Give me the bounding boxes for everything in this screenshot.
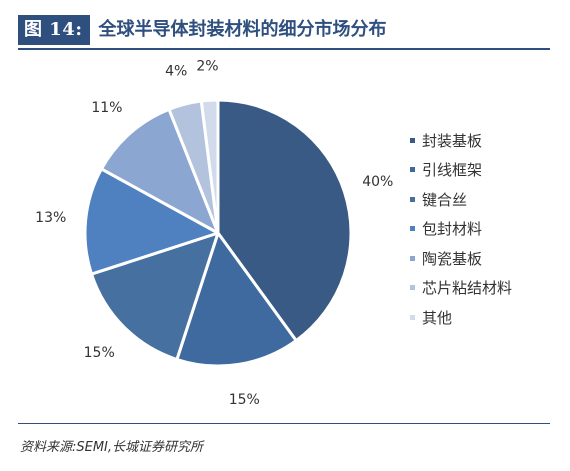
pie-value-label: 40% (362, 174, 393, 190)
pie-slice (199, 98, 220, 235)
figure-title: 全球半导体封装材料的细分市场分布 (98, 19, 387, 40)
legend-label: 键合丝 (422, 190, 468, 209)
footer-divider (18, 423, 550, 424)
source-note: 资料来源:SEMI,长城证券研究所 (20, 440, 204, 455)
figure-number-badge: 图 14: (18, 15, 91, 45)
legend-swatch (410, 285, 415, 290)
chart-legend: 封装基板引线框架键合丝包封材料陶瓷基板芯片粘结材料 其他 (410, 130, 512, 327)
legend-item: 封装基板 (410, 130, 512, 150)
legend-swatch (410, 226, 415, 231)
pie-value-labels: 40% 15% 15% 13% 11% 4% 2% (35, 58, 393, 408)
legend-swatch (410, 255, 415, 261)
pie-slice (83, 167, 220, 276)
legend-swatch (410, 196, 415, 202)
pie-value-label: 15% (84, 345, 115, 361)
legend-item: 其他 (410, 307, 512, 327)
legend-label: 封装基板 (422, 131, 483, 150)
legend-swatch (410, 167, 415, 172)
legend-item: 芯片粘结材料 (410, 278, 512, 298)
legend-item: 陶瓷基板 (410, 248, 512, 268)
pie-slice (216, 98, 353, 343)
pie-value-label: 2% (196, 58, 218, 74)
pie-value-label: 15% (229, 392, 260, 408)
legend-label: 引线框架 (422, 161, 483, 179)
legend-label: 其他 (422, 308, 453, 327)
legend-label: 芯片粘结材料 (422, 279, 513, 297)
legend-item: 键合丝 (410, 189, 512, 209)
pie-value-label: 4% (165, 63, 187, 79)
pie-slices (83, 98, 353, 368)
legend-swatch (410, 314, 415, 320)
legend-swatch (410, 137, 415, 143)
pie-value-label: 11% (91, 100, 122, 116)
legend-item: 包封材料 (410, 219, 512, 239)
pie-slice (175, 231, 298, 368)
pie-slice (99, 107, 220, 235)
pie-value-label: 13% (35, 210, 66, 226)
legend-label: 包封材料 (422, 220, 483, 238)
legend-item: 引线框架 (410, 160, 512, 180)
legend-label: 陶瓷基板 (422, 249, 483, 268)
figure-header: 图 14: 全球半导体封装材料的细分市场分布 (18, 12, 550, 50)
